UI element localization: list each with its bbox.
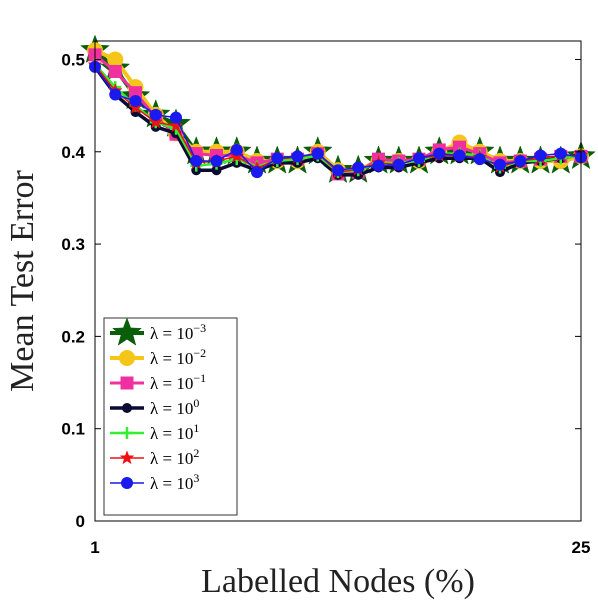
series-6 (89, 60, 587, 179)
data-point (107, 51, 124, 68)
data-point (554, 147, 567, 160)
legend-marker (122, 403, 132, 413)
data-point (271, 152, 284, 165)
data-point (453, 149, 466, 162)
data-point (392, 158, 405, 171)
y-axis-ticks: 0 0.1 0.2 0.3 0.4 0.5 (61, 50, 581, 531)
plot-frame (94, 40, 582, 522)
x-axis-title: Labelled Nodes (%) (201, 563, 475, 600)
data-point (413, 152, 425, 165)
legend-label: λ = 10−2 (150, 346, 206, 368)
data-point (433, 147, 446, 160)
legend-label: λ = 102 (150, 446, 199, 468)
data-point (190, 155, 203, 167)
data-point (109, 88, 122, 101)
x-tick-label: 1 (90, 538, 99, 557)
y-tick-label: 0.4 (61, 143, 85, 162)
x-tick-label: 25 (572, 538, 591, 557)
legend-marker (121, 477, 133, 489)
y-tick-label: 0.5 (61, 50, 85, 69)
legend-label: λ = 10−1 (150, 371, 206, 393)
data-point (230, 143, 243, 156)
legend-label: λ = 100 (150, 396, 199, 418)
data-point (129, 95, 142, 107)
legend-marker (112, 317, 142, 346)
y-tick-label: 0.3 (61, 235, 85, 254)
legend-entry: λ = 10−1 (110, 371, 206, 393)
y-tick-label: 0.1 (61, 420, 85, 439)
data-point (170, 111, 182, 124)
legend-entry: λ = 10−2 (110, 346, 206, 368)
legend-entry: λ = 102 (110, 446, 199, 468)
data-point (210, 155, 223, 167)
data-point (453, 140, 466, 154)
y-axis-title: Mean Test Error (4, 169, 41, 391)
legend-marker (120, 376, 134, 390)
legend-marker (119, 350, 135, 366)
data-point (473, 153, 486, 166)
data-point (108, 64, 122, 78)
legend: λ = 10−3 λ = 10−2 λ = 10−1 λ = 100 λ = 101 λ … (103, 317, 238, 516)
data-point (514, 155, 527, 167)
legend-entry: λ = 100 (110, 396, 199, 418)
x-axis-ticks: 1 25 (90, 515, 590, 557)
data-point (352, 161, 365, 174)
y-tick-label: 0 (76, 512, 85, 531)
legend-entry: λ = 10−3 (110, 317, 206, 346)
legend-label: λ = 101 (150, 421, 199, 443)
data-point (311, 147, 324, 160)
data-point (372, 159, 385, 172)
data-point (211, 165, 222, 176)
data-point (251, 166, 263, 179)
legend-entry: λ = 103 (110, 471, 199, 493)
data-point (129, 86, 142, 100)
legend-marker (119, 450, 135, 465)
legend-marker (121, 427, 133, 439)
series-layer (80, 34, 596, 183)
data-point (168, 118, 184, 133)
legend-label: λ = 10−3 (150, 321, 206, 343)
data-point (534, 149, 547, 162)
data-point (291, 150, 304, 163)
legend-entry: λ = 101 (110, 421, 199, 443)
y-tick-label: 0.2 (61, 327, 85, 346)
data-point (148, 114, 164, 129)
data-point (494, 158, 506, 171)
data-point (149, 108, 162, 121)
data-point (332, 164, 344, 177)
legend-label: λ = 103 (150, 471, 199, 493)
